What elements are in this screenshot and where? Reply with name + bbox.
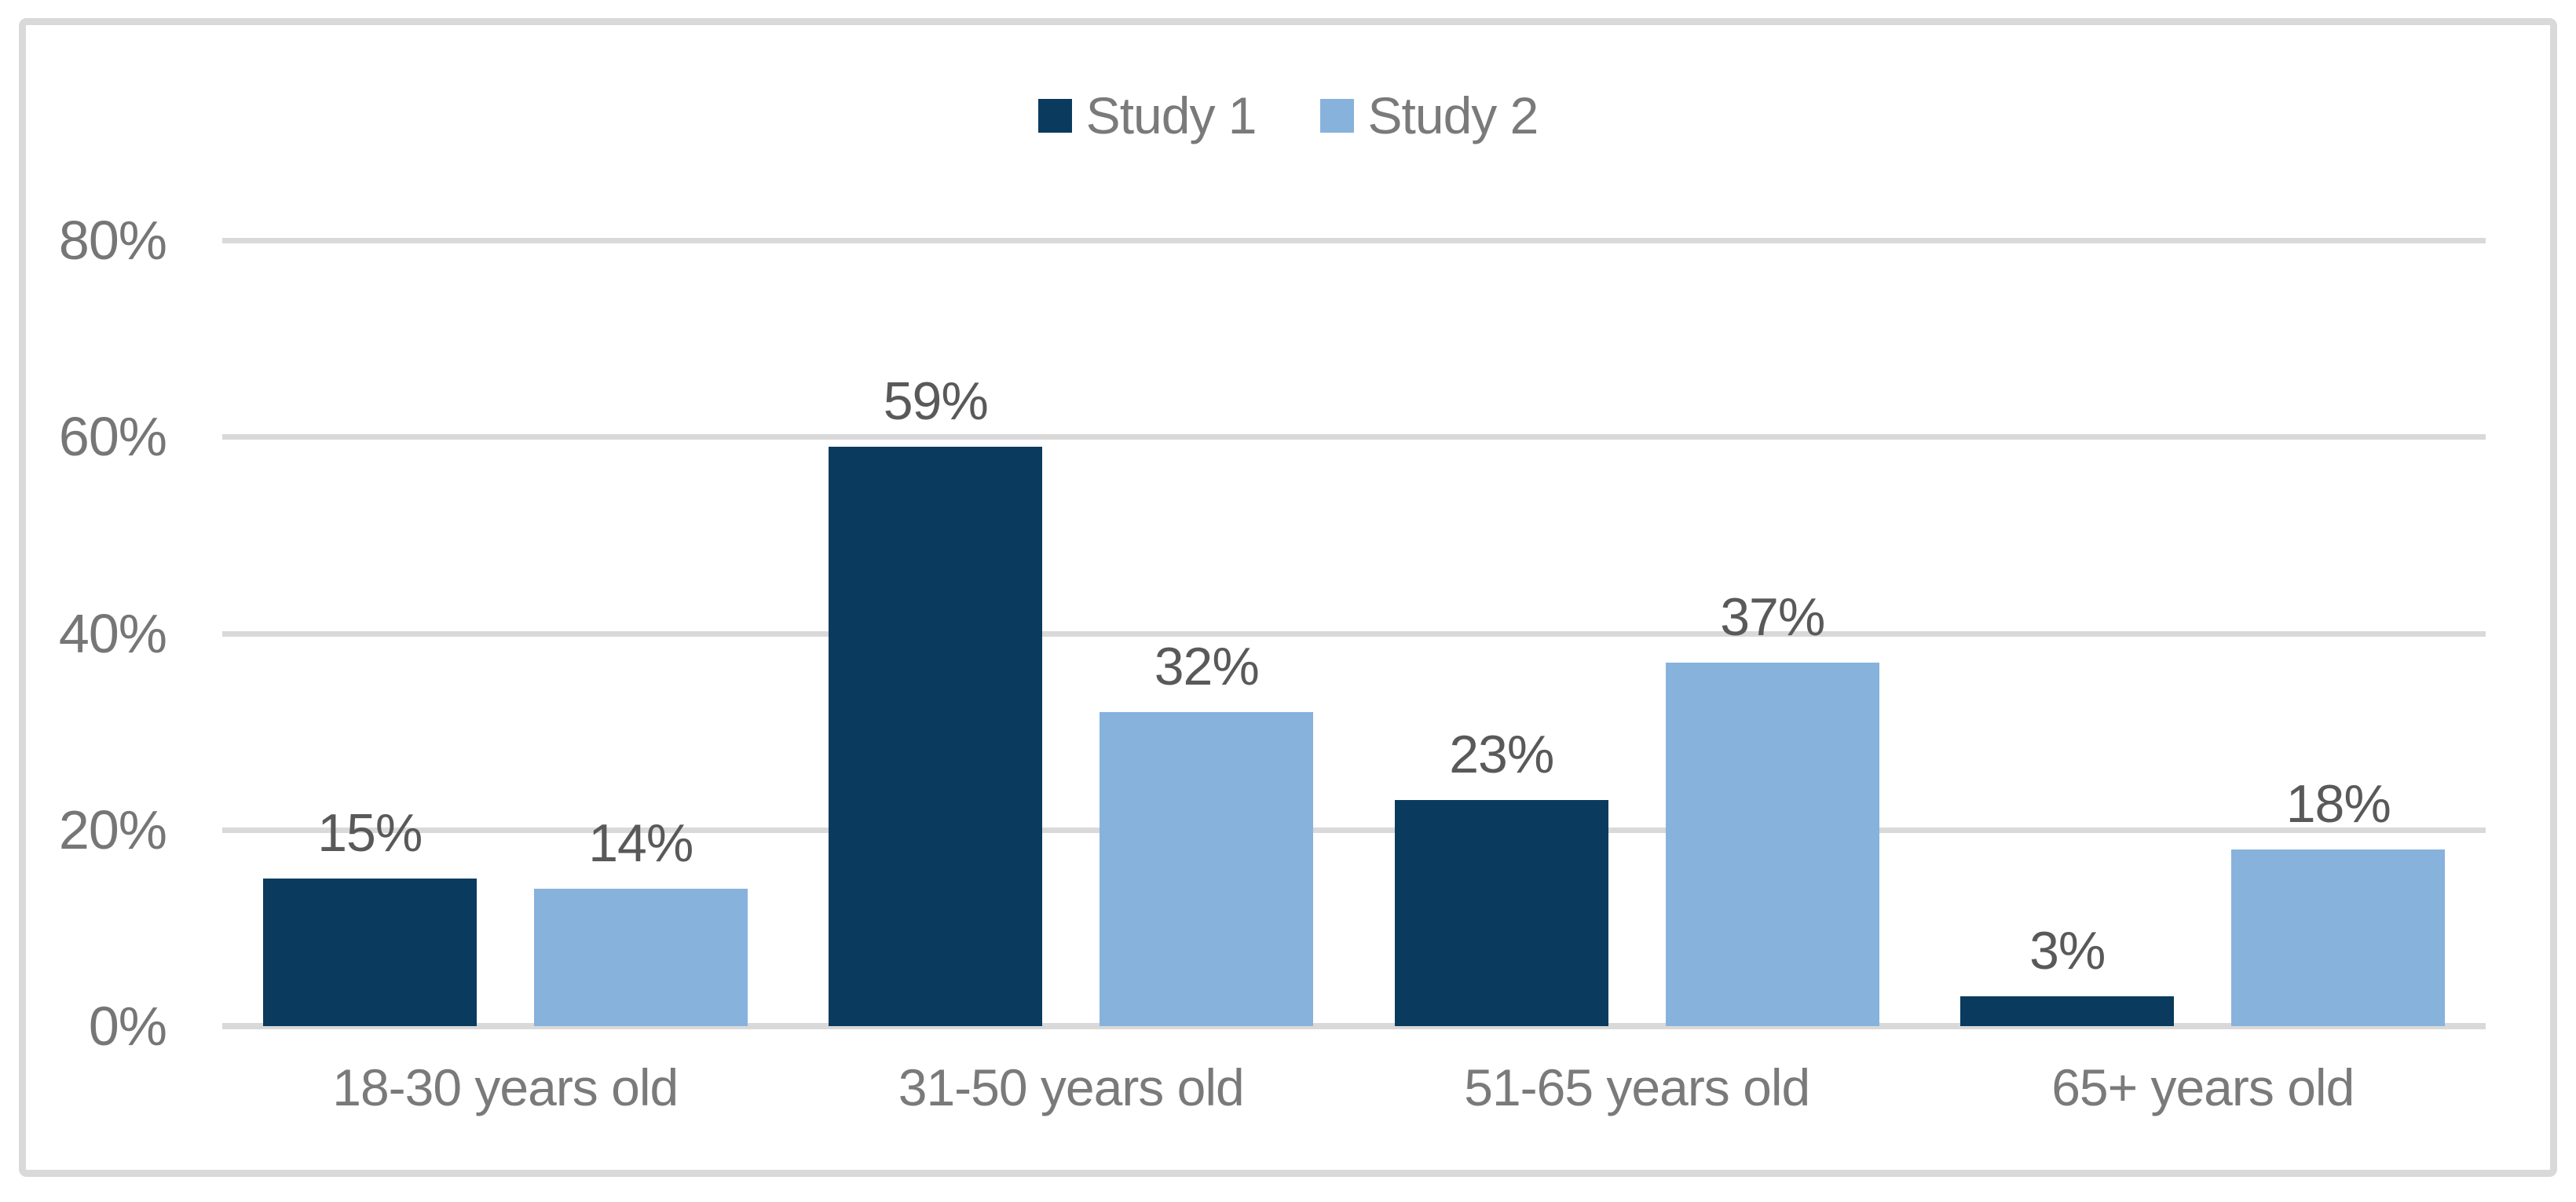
bar-value-label: 18% xyxy=(2285,773,2391,834)
legend-item-2: Study 2 xyxy=(1319,86,1539,144)
legend-swatch-icon xyxy=(1319,98,1354,133)
bar-value-label: 37% xyxy=(1720,587,1825,648)
x-axis-category-labels: 18-30 years old 31-50 years old 51-65 year… xyxy=(222,1061,2486,1113)
category-label: 65+ years old xyxy=(2051,1058,2355,1116)
chart-legend: Study 1 Study 2 xyxy=(0,86,2576,144)
y-gridline xyxy=(222,434,2486,440)
bar-group-4: 3% 18% xyxy=(1920,240,2486,1026)
y-axis-tick-label: 20% xyxy=(58,798,167,860)
bar-study-1: 59% xyxy=(829,374,1043,1026)
x-axis-baseline xyxy=(222,1023,2486,1029)
bar-value-label: 59% xyxy=(883,371,989,431)
legend-series-label: Study 1 xyxy=(1085,86,1257,144)
category-label: 31-50 years old xyxy=(898,1058,1245,1116)
bar-value-label: 23% xyxy=(1449,725,1554,785)
bar-study-2: 18% xyxy=(2231,777,2446,1026)
plot-area: 15% 14% 59% 32% 23% 37% 3% 18% xyxy=(222,240,2486,1026)
bar-study-1: 23% xyxy=(1394,728,1608,1026)
bar-group-2: 59% 32% xyxy=(789,240,1355,1026)
bar-value-label: 32% xyxy=(1154,636,1260,696)
y-gridline xyxy=(222,827,2486,833)
bar-study-2: 14% xyxy=(533,817,748,1026)
bar-study-2: 37% xyxy=(1665,590,1879,1026)
y-axis-tick-label: 60% xyxy=(58,406,167,468)
y-axis-tick-label: 0% xyxy=(88,996,167,1057)
y-axis-tick-label: 40% xyxy=(58,602,167,664)
bar-group-1: 15% 14% xyxy=(222,240,789,1026)
legend-series-label: Study 2 xyxy=(1367,86,1539,144)
bar-group-3: 23% 37% xyxy=(1354,240,1920,1026)
bar-value-label: 14% xyxy=(588,813,693,873)
category-label: 18-30 years old xyxy=(332,1058,679,1116)
bar-study-2: 32% xyxy=(1100,640,1314,1026)
y-gridline xyxy=(222,630,2486,637)
bar-study-1: 3% xyxy=(1960,924,2175,1026)
bar-study-1: 15% xyxy=(262,806,477,1026)
bar-value-label: 3% xyxy=(2029,921,2106,981)
y-axis-tick-label: 80% xyxy=(58,210,167,271)
bar-value-label: 15% xyxy=(317,803,423,864)
legend-item-1: Study 1 xyxy=(1037,86,1257,144)
legend-swatch-icon xyxy=(1037,98,1072,133)
category-label: 51-65 years old xyxy=(1464,1058,1810,1116)
y-gridline xyxy=(222,238,2486,243)
